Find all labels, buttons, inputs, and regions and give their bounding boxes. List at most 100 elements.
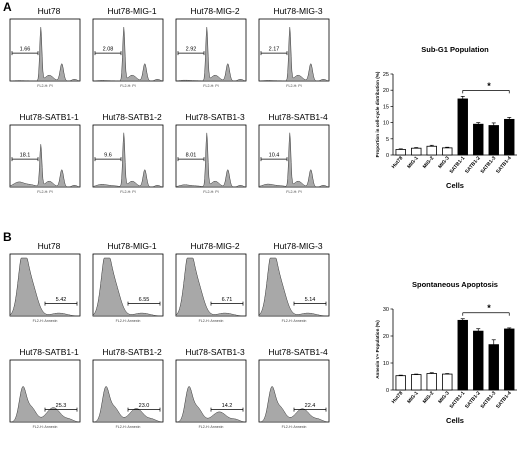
histogram-panel-0-5: Hut78-SATB1-2 9.6 FL2-H: PI xyxy=(92,112,164,194)
panel-b-label: B xyxy=(3,230,12,244)
histogram-title: Hut78-MIG-2 xyxy=(190,241,239,251)
x-tick-label: MIG-1 xyxy=(406,155,420,170)
histogram-axis-label: FL2-H: PI xyxy=(286,84,301,88)
x-axis-label: Cells xyxy=(446,416,464,425)
bar xyxy=(426,145,437,156)
histogram-title: Hut78-SATB1-3 xyxy=(185,112,245,122)
histogram-frame xyxy=(175,124,247,188)
histogram-axis-label: FL2-H: Annexin xyxy=(33,425,58,429)
histogram-title: Hut78-SATB1-2 xyxy=(102,112,162,122)
histogram-axis-label: FL2-H: Annexin xyxy=(116,319,141,323)
histogram-title: Hut78-SATB1-4 xyxy=(268,112,328,122)
y-tick-label: 25 xyxy=(383,72,389,78)
histogram-axis-label: FL2-H: PI xyxy=(37,84,52,88)
histogram-title: Hut78 xyxy=(38,241,61,251)
significance-marker: * xyxy=(487,81,491,91)
y-axis-label: Annexin V+ Population (%) xyxy=(375,320,380,379)
histogram-panel-1-0: Hut78 5.42 FL2-H: Annexin xyxy=(9,241,81,323)
histogram-curve xyxy=(258,26,330,82)
gate-value-label: 6.55 xyxy=(139,297,150,303)
bar xyxy=(426,373,437,391)
bar xyxy=(442,147,453,156)
bar xyxy=(395,375,406,391)
histogram-panel-1-7: Hut78-SATB1-4 22.4 FL2-H: Annexin xyxy=(258,347,330,429)
histogram-curve xyxy=(9,386,81,423)
gate-value-label: 9.6 xyxy=(104,153,112,159)
histogram-axis-label: FL2-H: Annexin xyxy=(199,319,224,323)
histogram-panel-1-6: Hut78-SATB1-3 14.2 FL2-H: Annexin xyxy=(175,347,247,429)
histogram-title: Hut78-MIG-1 xyxy=(107,241,156,251)
histogram-title: Hut78-SATB1-4 xyxy=(268,347,328,357)
bar-chart-title: Spontaneous Apoptosis xyxy=(412,280,498,289)
histogram-panel-0-3: Hut78-MIG-3 2.17 FL2-H: PI xyxy=(258,6,330,88)
gate-value-label: 18.1 xyxy=(20,153,31,159)
histogram-panel-0-1: Hut78-MIG-1 2.08 FL2-H: PI xyxy=(92,6,164,88)
histogram-curve xyxy=(92,26,164,82)
histogram-panel-0-0: Hut78 1.66 FL2-H: PI xyxy=(9,6,81,88)
histogram-axis-label: FL2-H: PI xyxy=(120,190,135,194)
histogram-panel-0-7: Hut78-SATB1-4 10.4 FL2-H: PI xyxy=(258,112,330,194)
x-tick-label: MIG-2 xyxy=(422,155,436,170)
gate-value-label: 14.2 xyxy=(222,403,233,409)
x-tick-label: SATB1-4 xyxy=(495,390,513,410)
x-axis-label: Cells xyxy=(446,181,464,190)
gate-value-label: 23.0 xyxy=(139,403,150,409)
gate-value-label: 2.92 xyxy=(186,47,197,53)
bar-chart-title: Sub-G1 Population xyxy=(421,45,489,54)
histogram-curve xyxy=(175,132,247,188)
histogram-panel-1-1: Hut78-MIG-1 6.55 FL2-H: Annexin xyxy=(92,241,164,323)
histogram-curve xyxy=(175,26,247,82)
histogram-curve xyxy=(9,26,81,82)
x-tick-label: SATB1-4 xyxy=(495,155,513,175)
histogram-axis-label: FL2-H: PI xyxy=(120,84,135,88)
gate-value-label: 6.71 xyxy=(222,297,233,303)
histogram-curve xyxy=(92,257,164,317)
histogram-curve xyxy=(175,386,247,423)
histogram-title: Hut78-SATB1-2 xyxy=(102,347,162,357)
y-axis-label: Proportion in cell-cycle distribution (%… xyxy=(375,71,380,157)
gate-value-label: 1.66 xyxy=(20,47,31,53)
histogram-frame xyxy=(92,18,164,82)
bar xyxy=(411,147,422,156)
x-tick-label: MIG-2 xyxy=(422,390,436,405)
x-tick-label: Hut78 xyxy=(391,390,405,405)
bar xyxy=(504,328,515,391)
bar xyxy=(488,125,499,156)
bar xyxy=(457,98,468,156)
gate-value-label: 22.4 xyxy=(305,403,316,409)
gate-value-label: 2.08 xyxy=(103,47,114,53)
histogram-panel-1-2: Hut78-MIG-2 6.71 FL2-H: Annexin xyxy=(175,241,247,323)
histogram-panel-0-6: Hut78-SATB1-3 8.01 FL2-H: PI xyxy=(175,112,247,194)
histogram-panel-1-3: Hut78-MIG-3 5.14 FL2-H: Annexin xyxy=(258,241,330,323)
histogram-frame xyxy=(258,124,330,188)
bar xyxy=(473,330,484,391)
gate-value-label: 25.3 xyxy=(56,403,67,409)
histogram-curve xyxy=(9,257,81,317)
gate-value-label: 10.4 xyxy=(269,153,280,159)
histogram-frame xyxy=(9,18,81,82)
histogram-title: Hut78 xyxy=(38,6,61,16)
histogram-curve xyxy=(258,257,330,317)
histogram-panel-0-4: Hut78-SATB1-1 18.1 FL2-H: PI xyxy=(9,112,81,194)
y-tick-label: 10 xyxy=(383,121,389,127)
y-tick-label: 0 xyxy=(386,388,389,394)
gate-value-label: 5.14 xyxy=(305,297,316,303)
histogram-frame xyxy=(175,18,247,82)
histogram-axis-label: FL2-H: Annexin xyxy=(282,425,307,429)
histogram-frame xyxy=(92,124,164,188)
histogram-axis-label: FL2-H: Annexin xyxy=(116,425,141,429)
histogram-axis-label: FL2-H: Annexin xyxy=(282,319,307,323)
bar xyxy=(488,344,499,391)
histogram-curve xyxy=(258,386,330,423)
x-tick-label: MIG-3 xyxy=(437,390,451,405)
y-tick-label: 0 xyxy=(386,153,389,159)
histogram-curve xyxy=(92,386,164,423)
histogram-axis-label: FL2-H: PI xyxy=(203,84,218,88)
histogram-panel-0-2: Hut78-MIG-2 2.92 FL2-H: PI xyxy=(175,6,247,88)
panel-a-label: A xyxy=(3,0,12,14)
bar xyxy=(473,123,484,156)
histogram-axis-label: FL2-H: PI xyxy=(286,190,301,194)
histogram-title: Hut78-MIG-3 xyxy=(273,6,322,16)
